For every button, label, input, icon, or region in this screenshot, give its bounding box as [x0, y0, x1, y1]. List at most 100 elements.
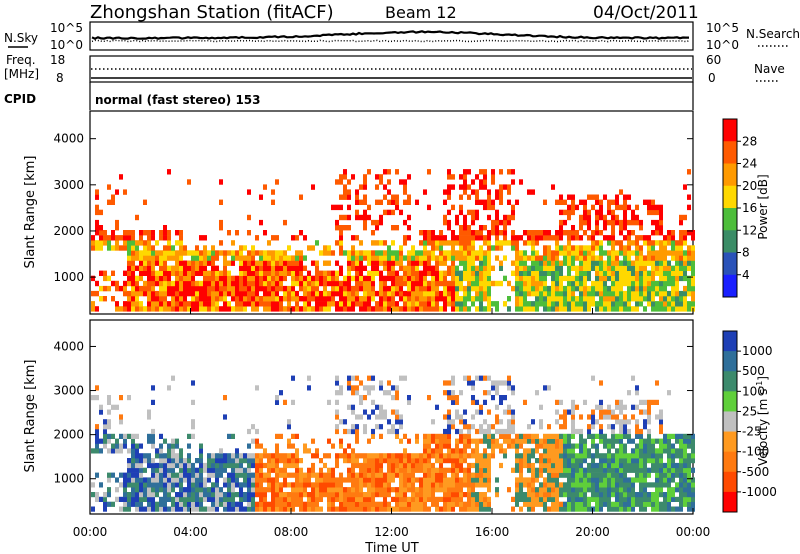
power-cell: [263, 285, 267, 292]
power-cell: [347, 265, 351, 271]
power-cell: [359, 184, 363, 190]
power-cell: [459, 225, 463, 231]
velocity-cell: [419, 477, 423, 483]
velocity-cell: [191, 380, 195, 386]
power-cell: [491, 169, 495, 175]
power-cell: [143, 199, 147, 205]
velocity-cell: [427, 453, 431, 459]
power-cell: [443, 280, 447, 287]
power-cell: [355, 189, 359, 195]
velocity-cell: [663, 438, 667, 444]
power-cell: [415, 265, 419, 271]
power-cell: [659, 240, 663, 246]
velocity-cell: [475, 448, 479, 454]
power-cell: [179, 301, 183, 307]
power-cell: [323, 260, 327, 266]
velocity-cell: [371, 428, 375, 435]
velocity-cell: [295, 467, 299, 473]
power-cell: [267, 265, 271, 271]
power-cell: [159, 301, 163, 307]
power-cell: [395, 280, 399, 287]
power-cell: [627, 235, 631, 241]
power-cell: [459, 174, 463, 180]
velocity-cell: [319, 467, 323, 473]
velocity-cell: [163, 453, 167, 459]
power-cell: [403, 270, 407, 276]
power-cell: [587, 301, 591, 307]
velocity-cell: [575, 472, 579, 478]
power-cell: [563, 250, 567, 256]
velocity-cell: [451, 492, 455, 498]
velocity-cell: [171, 506, 175, 512]
velocity-cell: [363, 482, 367, 488]
power-colorbar-tick: 8: [742, 246, 750, 260]
velocity-cell: [163, 477, 167, 483]
velocity-cell: [255, 506, 259, 512]
velocity-cell: [483, 458, 487, 464]
power-cell: [427, 285, 431, 292]
velocity-cell: [575, 482, 579, 488]
velocity-cell: [579, 458, 583, 464]
velocity-cell: [135, 467, 139, 473]
velocity-cell: [355, 390, 359, 396]
power-cell: [383, 169, 387, 175]
power-cell: [243, 260, 247, 266]
power-cell: [383, 240, 387, 246]
velocity-cell: [407, 501, 411, 507]
power-cell: [99, 209, 103, 216]
velocity-cell: [107, 448, 111, 454]
velocity-cell: [571, 428, 575, 435]
power-cell: [487, 240, 491, 246]
velocity-cell: [127, 433, 131, 439]
velocity-cell: [371, 501, 375, 507]
velocity-cell: [679, 433, 683, 439]
velocity-cell: [407, 453, 411, 459]
power-cell: [607, 275, 611, 282]
velocity-cell: [307, 482, 311, 488]
velocity-cell: [263, 492, 267, 498]
power-cell: [151, 285, 155, 292]
velocity-cell: [619, 453, 623, 459]
power-cell: [683, 235, 687, 241]
velocity-cell: [559, 438, 563, 444]
velocity-cell: [431, 492, 435, 498]
power-cell: [487, 214, 491, 221]
power-cell: [447, 184, 451, 190]
power-cell: [147, 235, 151, 241]
velocity-cell: [183, 472, 187, 478]
velocity-cell: [623, 487, 627, 493]
velocity-cell: [615, 433, 619, 439]
power-cell: [675, 260, 679, 266]
power-cell: [535, 270, 539, 276]
power-cell: [131, 270, 135, 276]
power-cell: [147, 275, 151, 282]
velocity-cell: [575, 443, 579, 449]
power-cell: [579, 199, 583, 205]
power-cell: [343, 280, 347, 287]
power-cell: [247, 265, 251, 271]
power-cell: [455, 290, 459, 297]
power-cell: [651, 209, 655, 216]
xtick-label: 00:00: [73, 525, 108, 539]
velocity-cell: [395, 428, 399, 435]
velocity-cell: [335, 506, 339, 512]
power-colorbar-swatch: [723, 252, 737, 276]
velocity-cell: [423, 487, 427, 493]
power-cell: [635, 260, 639, 266]
power-cell: [447, 301, 451, 307]
power-cell: [139, 301, 143, 307]
power-cell: [407, 225, 411, 231]
freq-unit-label: [MHz]: [4, 67, 39, 81]
power-cell: [363, 296, 367, 302]
power-cell: [107, 199, 111, 205]
velocity-cell: [443, 496, 447, 502]
power-cell: [683, 255, 687, 261]
velocity-cell: [215, 506, 219, 512]
power-cell: [527, 235, 531, 241]
velocity-cell: [119, 433, 123, 439]
velocity-cell: [231, 458, 235, 464]
velocity-cell: [675, 472, 679, 478]
power-cell: [399, 280, 403, 287]
power-cell: [503, 184, 507, 190]
velocity-cell: [391, 395, 395, 401]
